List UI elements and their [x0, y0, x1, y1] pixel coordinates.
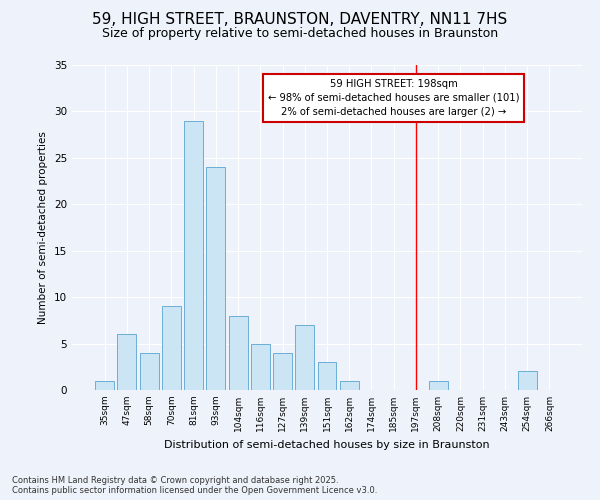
Bar [162, 306, 181, 390]
Bar [518, 372, 536, 390]
Bar [273, 353, 292, 390]
X-axis label: Distribution of semi-detached houses by size in Braunston: Distribution of semi-detached houses by … [164, 440, 490, 450]
Text: 59 HIGH STREET: 198sqm
← 98% of semi-detached houses are smaller (101)
2% of sem: 59 HIGH STREET: 198sqm ← 98% of semi-det… [268, 79, 520, 117]
Bar [229, 316, 248, 390]
Bar [340, 380, 359, 390]
Text: 59, HIGH STREET, BRAUNSTON, DAVENTRY, NN11 7HS: 59, HIGH STREET, BRAUNSTON, DAVENTRY, NN… [92, 12, 508, 28]
Bar [295, 325, 314, 390]
Bar [118, 334, 136, 390]
Bar [429, 380, 448, 390]
Text: Contains HM Land Registry data © Crown copyright and database right 2025.
Contai: Contains HM Land Registry data © Crown c… [12, 476, 377, 495]
Bar [140, 353, 158, 390]
Bar [206, 167, 225, 390]
Bar [184, 120, 203, 390]
Bar [95, 380, 114, 390]
Bar [251, 344, 270, 390]
Text: Size of property relative to semi-detached houses in Braunston: Size of property relative to semi-detach… [102, 28, 498, 40]
Y-axis label: Number of semi-detached properties: Number of semi-detached properties [38, 131, 49, 324]
Bar [317, 362, 337, 390]
